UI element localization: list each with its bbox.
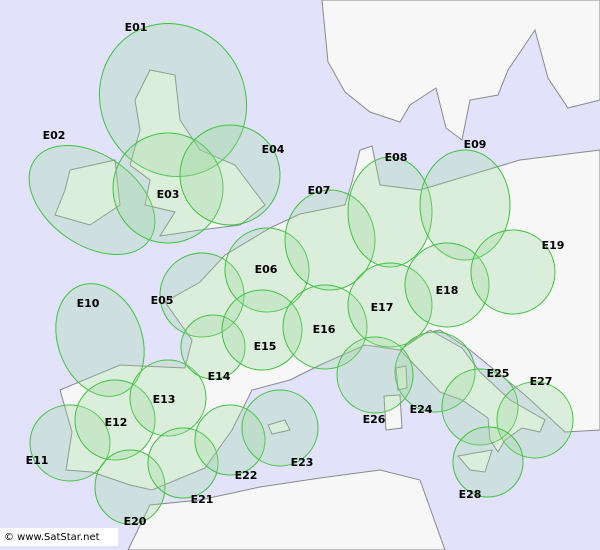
beam-label: E12 [105,416,128,429]
beam [452,426,524,498]
balearics [267,419,291,435]
beam [241,389,319,467]
beam [224,227,310,313]
beam-label: E22 [235,469,258,482]
beam [347,156,433,268]
beam-label: E19 [542,239,565,252]
beam [221,289,303,371]
beam-label: E02 [43,129,66,142]
north-africa [127,469,446,550]
beam [112,132,224,244]
beam-label: E14 [208,370,231,383]
beam [470,229,556,315]
ireland [54,159,121,226]
beam-label: E01 [125,21,148,34]
beam [94,449,166,525]
beam [74,379,156,461]
scandinavia [321,0,600,141]
beam [55,283,145,397]
beam-label: E15 [254,340,277,353]
labels: E01 E02 E03 E04 E05 E06 E07 E08 E09 E10 E11 E12 E13 E… [26,21,565,528]
beam [129,359,207,437]
beam [347,262,433,348]
continent [59,145,600,491]
beam [394,331,476,413]
beam-label: E28 [459,488,482,501]
beam [159,252,245,338]
beam-label: E26 [363,413,386,426]
beam-label: E25 [487,367,510,380]
beam-label: E06 [255,263,278,276]
beam-label: E07 [308,184,331,197]
beam-label: E23 [291,456,314,469]
beam [282,284,368,370]
beam-label: E17 [371,301,394,314]
beam-label: E08 [385,151,408,164]
corsica [395,365,408,391]
beam [179,124,281,226]
sardinia [383,394,403,431]
beams [28,22,574,525]
beam-label: E11 [26,454,49,467]
great-britain [129,69,266,237]
beam [147,427,219,499]
credit-background [0,528,118,546]
beam [419,149,511,261]
beam-label: E13 [153,393,176,406]
beam [496,381,574,459]
beam-label: E18 [436,284,459,297]
beam-label: E16 [313,323,336,336]
sicily [457,449,493,473]
beam [29,404,111,482]
beam-label: E27 [530,375,553,388]
beam-label: E05 [151,294,174,307]
beam [284,189,376,291]
beam-label: E04 [262,143,285,156]
italy [399,329,546,453]
credit: © www.SatStar.net [4,532,100,543]
beam-label: E10 [77,297,100,310]
beam-label: E09 [464,138,487,151]
beam [180,314,246,380]
land [54,0,600,550]
beam [336,336,414,414]
beam [98,22,248,178]
beam-label: E03 [157,188,180,201]
beam [441,368,519,446]
beam [404,242,490,328]
beam-label: E20 [124,515,147,528]
beam-label: E24 [410,403,433,416]
beam-label: E21 [191,493,214,506]
beam [194,404,266,476]
